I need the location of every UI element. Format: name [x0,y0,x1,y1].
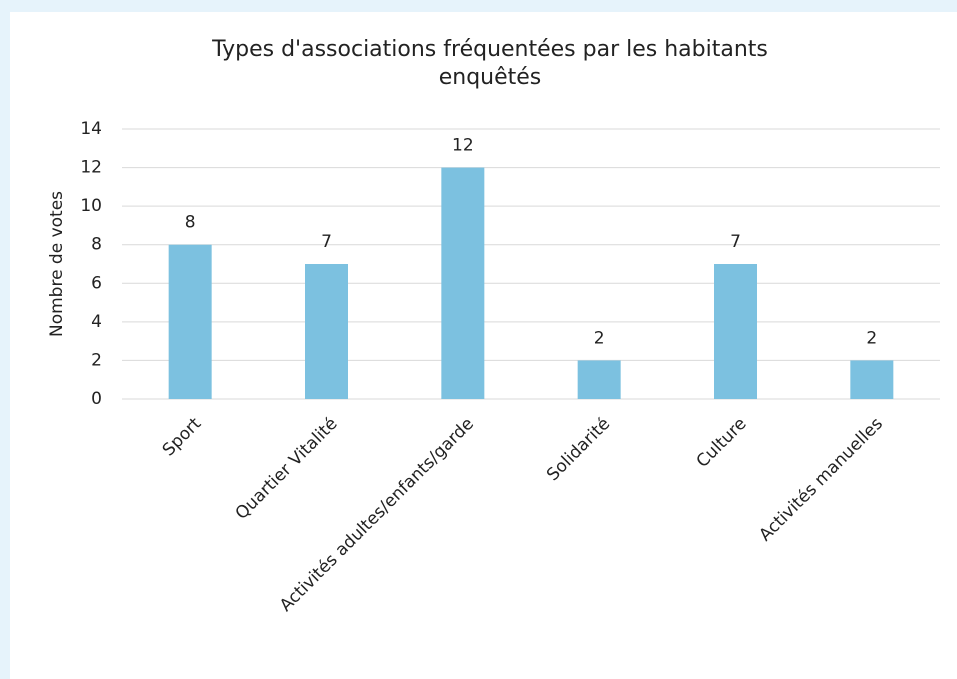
bar [577,360,621,399]
y-tick-label: 6 [91,273,102,293]
x-tick-label: Sport [159,414,206,461]
x-tick-label: Quartier Vitalité [232,414,342,524]
bar [714,264,757,399]
bar [850,360,894,399]
data-label: 2 [866,328,877,348]
data-label: 8 [185,213,196,233]
data-label: 2 [594,328,605,348]
x-tick-label: Culture [693,414,751,472]
y-tick-label: 10 [80,196,102,216]
y-tick-label: 14 [80,119,102,139]
data-label: 12 [452,136,474,156]
chart-title: Types d'associations fréquentées par les… [212,37,768,90]
y-tick-label: 4 [91,312,102,332]
x-tick-label: Solidarité [543,414,614,485]
y-axis-label: Nombre de votes [47,191,67,337]
y-tick-label: 0 [91,389,102,409]
x-tick-label: Activités manuelles [755,414,887,546]
data-label: 7 [730,232,741,252]
y-tick-label: 2 [91,350,102,370]
data-label: 7 [321,232,332,252]
y-tick-label: 12 [80,158,102,178]
bar [168,244,212,399]
y-tick-label: 8 [91,235,102,255]
bar [441,167,485,399]
bar [305,264,348,399]
